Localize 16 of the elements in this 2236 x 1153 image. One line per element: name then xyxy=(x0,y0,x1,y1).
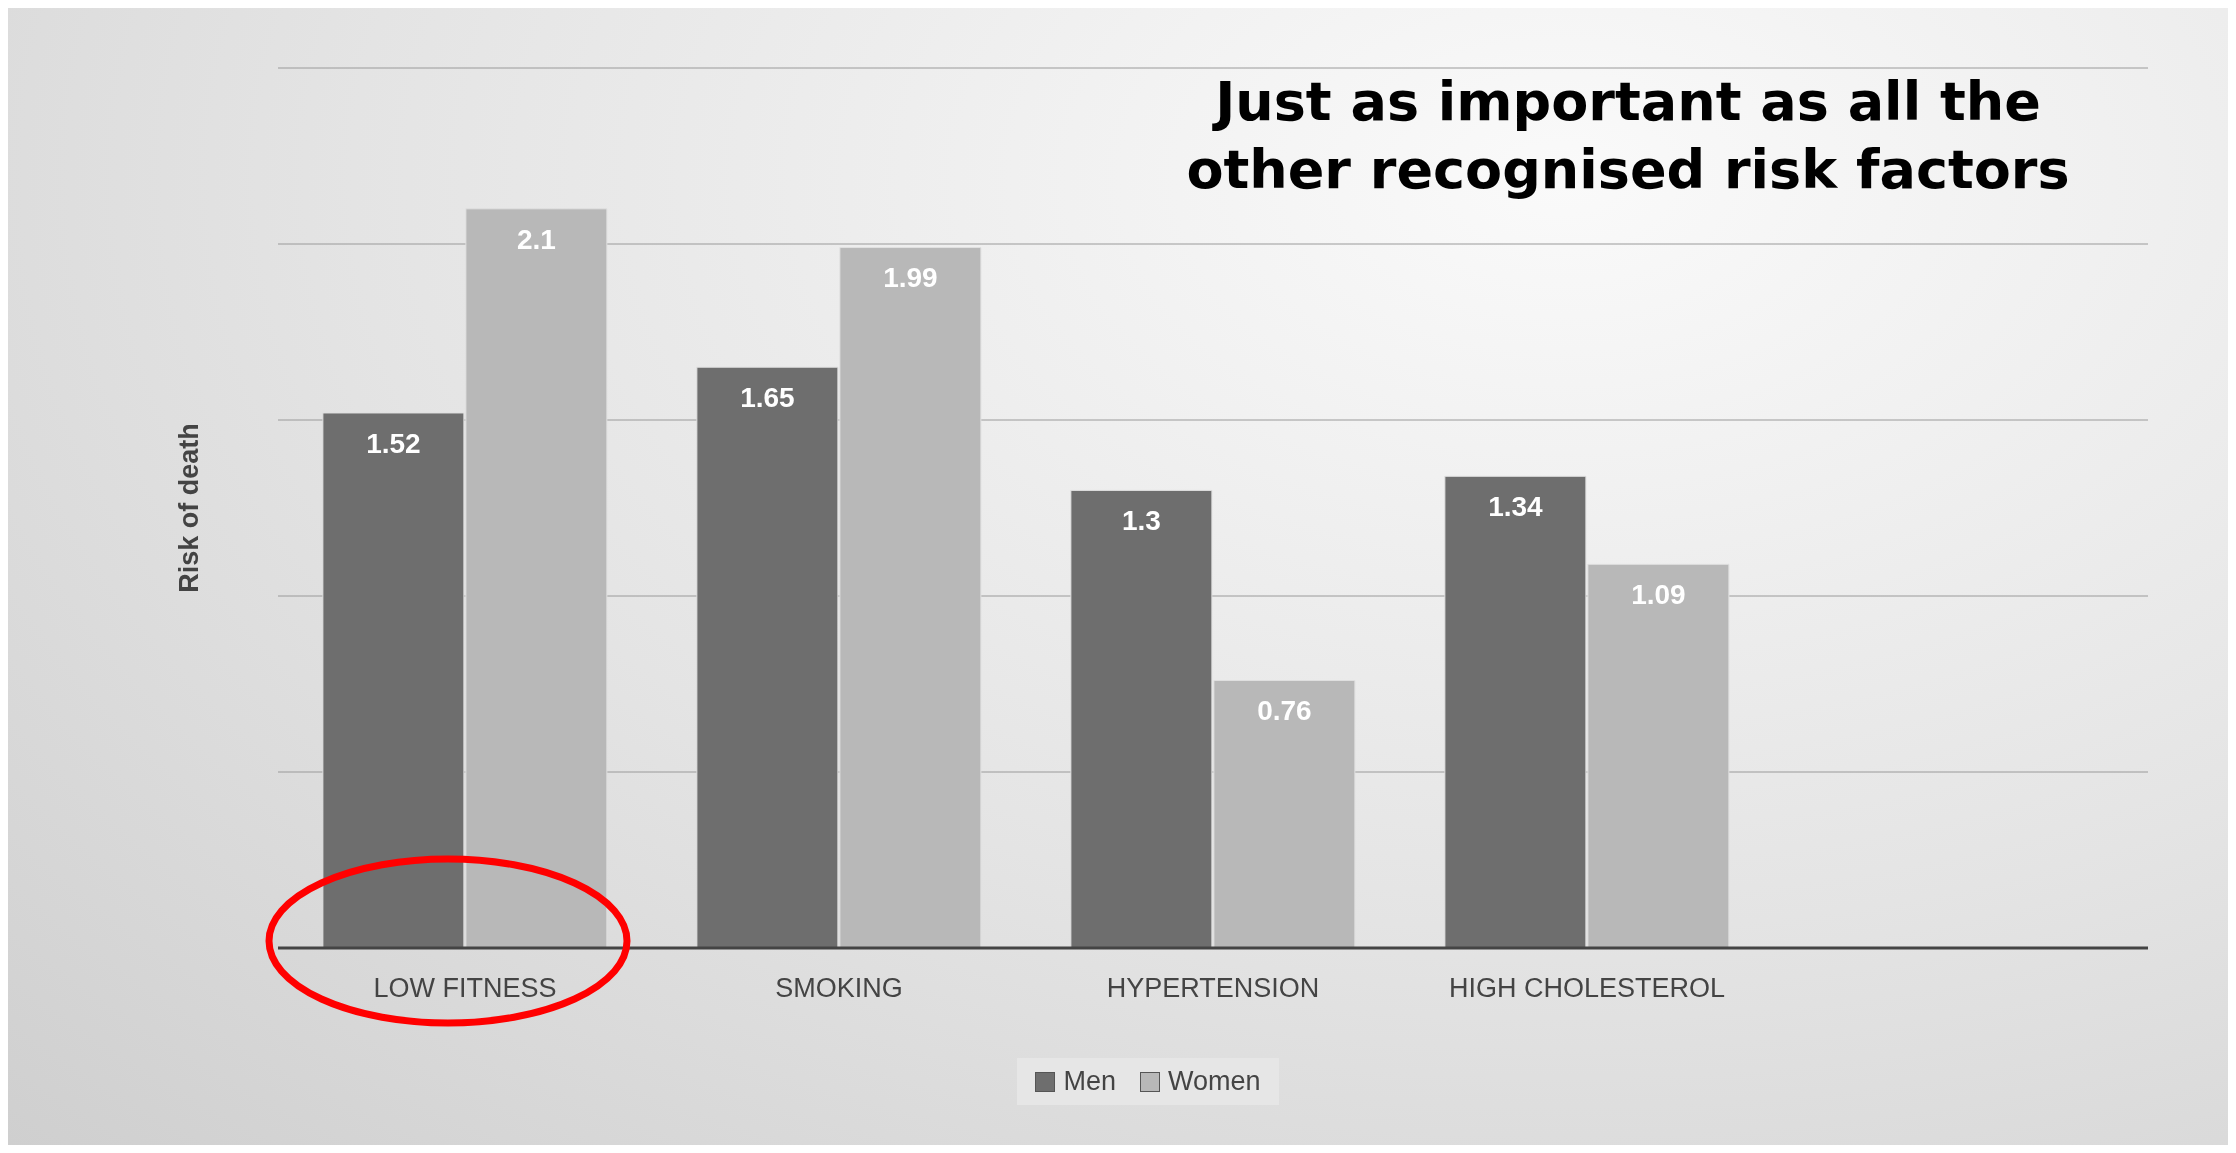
data-label: 1.52 xyxy=(366,427,421,459)
legend-label: Men xyxy=(1063,1066,1116,1097)
x-tick-label: HIGH CHOLESTEROL xyxy=(1448,973,1726,1004)
data-label: 1.34 xyxy=(1488,491,1544,523)
x-tick-label: LOW FITNESS xyxy=(373,973,557,1004)
data-label: 1.65 xyxy=(740,382,795,414)
data-label: 2.1 xyxy=(516,223,556,255)
x-tick-label: HYPERTENSION xyxy=(1106,973,1320,1004)
data-label: 0.76 xyxy=(1257,695,1312,727)
text: Women xyxy=(1167,1066,1261,1097)
y-axis-title: Risk of death xyxy=(173,423,204,593)
text: Just as important as all the other recognised risk factors xyxy=(1185,69,2071,203)
data-label: 1.3 xyxy=(1121,505,1161,537)
data-label: 1.99 xyxy=(883,262,938,294)
x-tick-label: SMOKING xyxy=(775,973,903,1004)
data-label: 1.09 xyxy=(1631,579,1686,611)
